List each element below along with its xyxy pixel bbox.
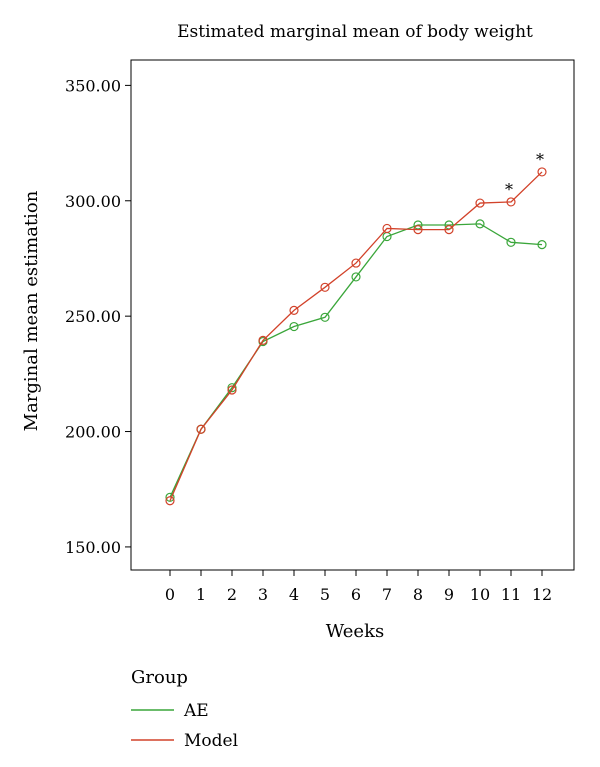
y-tick-label: 350.00 xyxy=(65,76,121,95)
series-line xyxy=(169,223,543,498)
x-tick-label: 6 xyxy=(351,585,361,604)
x-tick-label: 2 xyxy=(227,585,237,604)
series-layer xyxy=(165,167,547,506)
y-axis: 150.00 200.00 250.00 300.00 350.00 xyxy=(65,76,131,557)
data-point xyxy=(165,496,175,506)
x-tick-label: 1 xyxy=(196,585,206,604)
data-point xyxy=(289,305,299,315)
significance-marker: * xyxy=(536,150,544,169)
annotation-layer: ** xyxy=(505,150,544,199)
data-point xyxy=(351,258,361,268)
y-tick-label: 200.00 xyxy=(65,423,121,442)
data-point xyxy=(537,240,547,250)
data-point xyxy=(506,237,516,247)
data-point xyxy=(196,424,206,434)
x-tick-label: 11 xyxy=(501,585,521,604)
x-tick-label: 9 xyxy=(444,585,454,604)
x-tick-label: 12 xyxy=(532,585,552,604)
series-ae xyxy=(165,219,547,502)
x-tick-label: 4 xyxy=(289,585,299,604)
legend-title: Group xyxy=(131,667,188,688)
data-point xyxy=(351,272,361,282)
data-point xyxy=(475,219,485,229)
x-axis-label: Weeks xyxy=(326,621,384,642)
data-point xyxy=(413,225,423,235)
legend-item-label: AE xyxy=(183,701,209,721)
series-model xyxy=(165,167,547,506)
data-point xyxy=(506,197,516,207)
y-axis-label: Marginal mean estimation xyxy=(21,190,42,431)
x-tick-label: 3 xyxy=(258,585,268,604)
legend-item-label: Model xyxy=(184,731,238,751)
y-tick-label: 150.00 xyxy=(65,538,121,557)
data-point xyxy=(475,198,485,208)
data-point xyxy=(227,385,237,395)
x-tick-label: 8 xyxy=(413,585,423,604)
plot-frame xyxy=(130,59,575,571)
data-point xyxy=(444,225,454,235)
x-tick-label: 7 xyxy=(382,585,392,604)
data-point xyxy=(537,167,547,177)
data-point xyxy=(320,282,330,292)
data-point xyxy=(289,321,299,332)
series-line xyxy=(169,171,543,502)
data-point xyxy=(165,492,175,502)
data-point xyxy=(382,223,392,234)
data-point xyxy=(320,312,330,322)
legend: Group AE Model xyxy=(131,667,238,751)
x-axis: 0 1 2 3 4 5 6 7 8 9 10 11 12 xyxy=(165,570,552,604)
chart-title: Estimated marginal mean of body weight xyxy=(177,22,533,42)
x-tick-label: 0 xyxy=(165,585,175,604)
x-tick-label: 5 xyxy=(320,585,330,604)
y-tick-label: 300.00 xyxy=(65,192,121,211)
y-tick-label: 250.00 xyxy=(65,307,121,326)
data-point xyxy=(258,335,268,345)
significance-marker: * xyxy=(505,180,513,199)
data-point xyxy=(227,383,237,393)
x-tick-label: 10 xyxy=(470,585,490,604)
